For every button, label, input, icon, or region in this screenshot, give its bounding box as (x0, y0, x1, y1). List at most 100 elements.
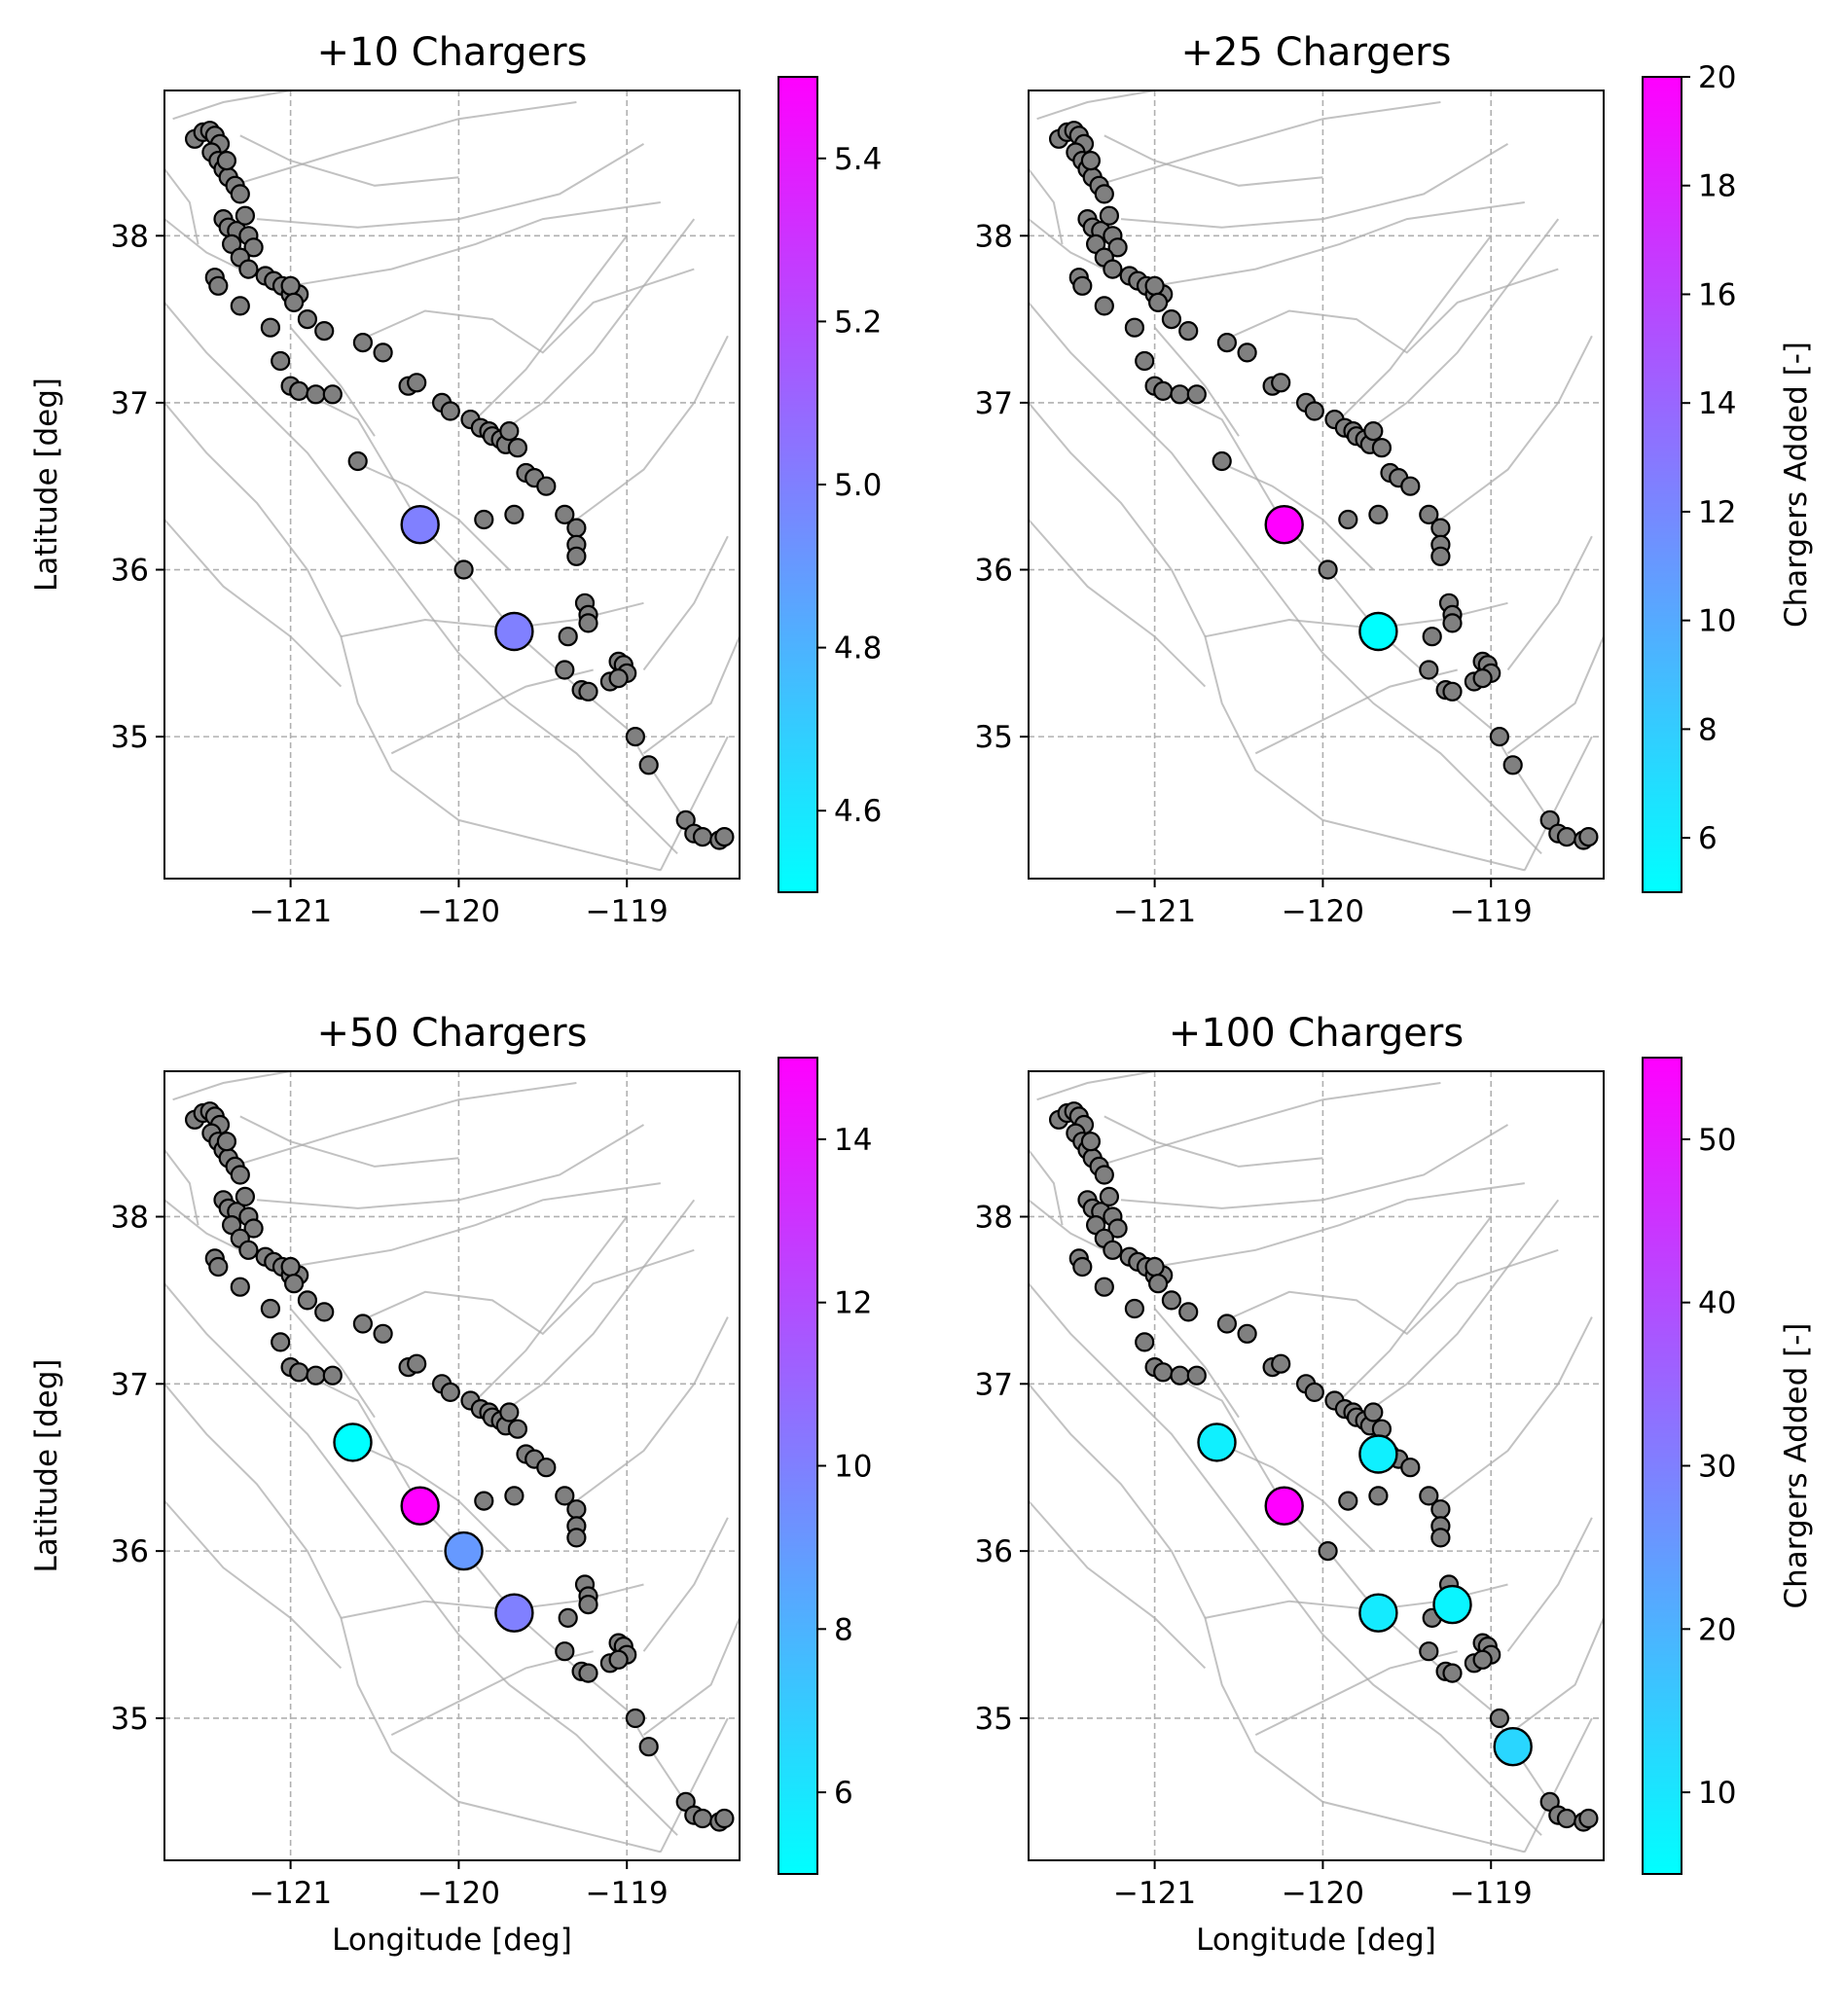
station-point (1080, 1132, 1102, 1152)
road-line (575, 1316, 729, 1502)
station-point (1237, 1323, 1257, 1344)
station-point (1094, 296, 1114, 316)
road-line (352, 460, 511, 571)
road-line (659, 1717, 729, 1853)
y-tick-label: 35 (975, 720, 1013, 755)
station-point (1502, 755, 1523, 775)
colorbar: 6 8 10 12 14 (778, 1057, 872, 1875)
station-point (1099, 205, 1120, 226)
station-point (243, 1218, 264, 1239)
station-point (1400, 476, 1421, 496)
road-line (164, 1383, 662, 1854)
station-point (1170, 1365, 1190, 1386)
colorbar-tick-label: 16 (1698, 277, 1736, 312)
colorbar-tick-label: 10 (1698, 604, 1736, 639)
station-point (507, 1419, 528, 1439)
road-line (1154, 201, 1525, 287)
station-point (1144, 1256, 1165, 1278)
x-axis-label: Longitude [deg] (1196, 1923, 1436, 1958)
station-point (625, 1708, 646, 1729)
station-point (566, 1528, 587, 1548)
station-point (352, 333, 373, 353)
station-point (499, 421, 520, 442)
road-line (1036, 1071, 1155, 1101)
road-line (1506, 635, 1604, 755)
road-line (341, 1583, 644, 1619)
road-line (1506, 535, 1593, 671)
added-charger-point (1264, 505, 1304, 545)
station-point (440, 401, 460, 421)
station-point (347, 450, 368, 472)
station-point (1153, 380, 1174, 401)
station-point (235, 1186, 255, 1207)
road-line (164, 218, 241, 270)
station-point (260, 317, 280, 338)
station-point (280, 1256, 301, 1278)
station-point (1419, 504, 1439, 525)
x-tick-label: −121 (1113, 894, 1196, 929)
station-point (1430, 518, 1451, 538)
station-point (1212, 450, 1232, 472)
road-line (172, 1071, 291, 1101)
station-point (692, 826, 713, 847)
road-line (1120, 1124, 1509, 1209)
station-point (558, 1607, 578, 1629)
added-charger-point (444, 1530, 484, 1571)
road-line (1216, 460, 1375, 571)
station-point (1271, 1353, 1291, 1374)
station-point (1161, 1290, 1182, 1311)
road-line (659, 736, 729, 871)
station-point (1363, 1402, 1384, 1422)
y-tick-label: 35 (111, 1702, 149, 1737)
colorbar-tick-label: 10 (834, 1450, 872, 1485)
road-line (575, 335, 729, 521)
plot-area (1029, 1071, 1604, 1860)
added-charger-point (494, 1593, 534, 1633)
station-point (558, 627, 578, 647)
station-point (235, 205, 255, 226)
road-line (1254, 668, 1458, 755)
road-line (1153, 1308, 1240, 1419)
y-tick-label: 37 (975, 386, 1013, 421)
road-line (289, 1308, 376, 1419)
road-line (642, 1617, 740, 1736)
station-point (1161, 309, 1182, 330)
road-line (164, 168, 199, 245)
colorbar: 6 8 10 12 14 16 18 20 Chargers Added [-] (1642, 60, 1814, 893)
colorbar-gradient (778, 1057, 818, 1875)
road-line (164, 402, 662, 872)
station-point (1186, 1365, 1207, 1386)
road-line (390, 668, 594, 755)
panel-title: +50 Chargers (317, 1011, 588, 1056)
station-point (284, 292, 305, 312)
y-tick-label: 38 (111, 219, 149, 254)
added-charger-point (333, 1422, 373, 1462)
road-line (1523, 736, 1593, 871)
x-tick-label: −121 (249, 1876, 332, 1911)
station-point (714, 1808, 735, 1829)
road-line (1120, 143, 1509, 229)
station-point (1216, 1314, 1238, 1334)
added-charger-point (1358, 1593, 1398, 1633)
station-point (352, 1314, 373, 1334)
road-line (642, 635, 740, 755)
y-tick-label: 37 (111, 1367, 149, 1402)
x-tick-label: −120 (417, 894, 500, 929)
axes-frame (163, 90, 741, 880)
station-point (1338, 509, 1358, 530)
panel-title: +100 Chargers (1169, 1011, 1464, 1056)
station-point (1556, 1808, 1577, 1829)
colorbar-label: Chargers Added [-] (1779, 342, 1814, 628)
x-axis-label: Longitude [deg] (332, 1923, 572, 1958)
station-point (566, 518, 587, 538)
road-line (1506, 1617, 1604, 1736)
station-point (453, 559, 474, 580)
road-line (1254, 1650, 1458, 1736)
colorbar-tick-label: 12 (1698, 495, 1736, 530)
station-point (1103, 259, 1123, 279)
station-point (1371, 438, 1393, 458)
road-line (1029, 1383, 1526, 1854)
station-point (1107, 1218, 1128, 1239)
road-line (642, 1517, 729, 1652)
station-point (1144, 275, 1165, 296)
